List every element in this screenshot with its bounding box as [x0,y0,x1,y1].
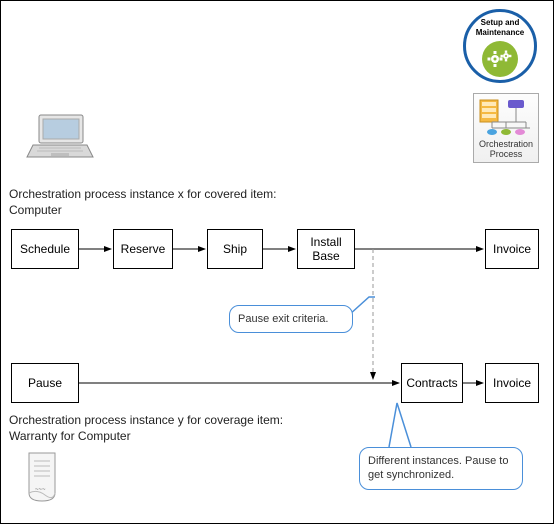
step-pause: Pause [11,363,79,403]
diagram-container: Setup andMaintenance [0,0,554,524]
step-invoice-y: Invoice [485,363,539,403]
step-install-base: Install Base [297,229,355,269]
callout-pause-exit: Pause exit criteria. [229,305,353,333]
step-contracts: Contracts [401,363,463,403]
document-icon: ~~~ [25,451,61,501]
step-invoice-x: Invoice [485,229,539,269]
svg-text:~~~: ~~~ [35,487,46,493]
step-reserve: Reserve [113,229,173,269]
callout-sync: Different instances. Pause to get synchr… [359,447,523,490]
caption-instance-y: Orchestration process instance y for cov… [9,413,329,444]
step-ship: Ship [207,229,263,269]
step-schedule: Schedule [11,229,79,269]
